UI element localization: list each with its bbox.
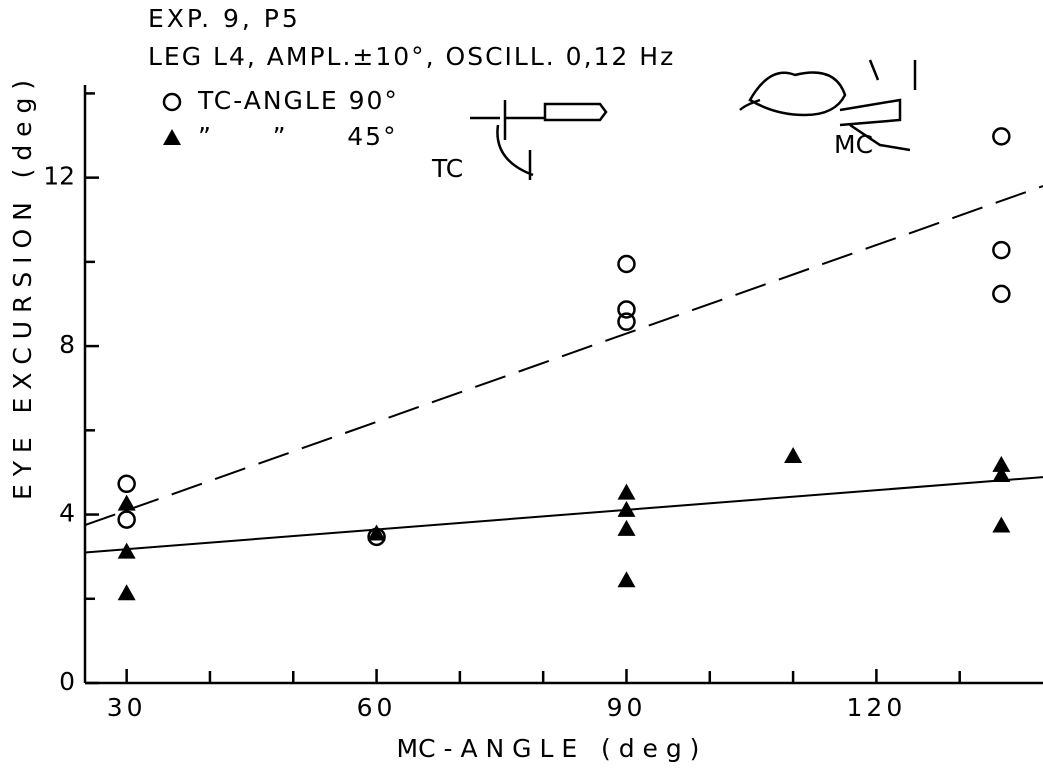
point xyxy=(992,127,1011,146)
y-tick-label: 8 xyxy=(59,330,75,359)
y-tick-label: 0 xyxy=(59,667,75,696)
legend-marker xyxy=(162,92,182,112)
point xyxy=(117,542,136,559)
fit-line xyxy=(84,476,1043,554)
x-tick-label: 120 xyxy=(847,693,907,722)
x-tick-label: 60 xyxy=(357,693,397,722)
point xyxy=(617,500,636,517)
point xyxy=(367,524,386,541)
point xyxy=(992,284,1011,304)
fit-line xyxy=(84,185,1043,527)
legend-label: ” ” 45° xyxy=(198,122,398,151)
annotation: MC xyxy=(834,130,873,159)
y-tick-label: 4 xyxy=(59,499,75,528)
point xyxy=(117,510,136,529)
x-tick-label: 90 xyxy=(607,693,647,722)
point xyxy=(617,483,636,500)
annotation: TC xyxy=(431,154,463,183)
chart-title: EXP. 9, P5 xyxy=(148,4,301,33)
point xyxy=(784,447,803,464)
x-axis-label: MC - A N G L E ( d e g ) xyxy=(397,734,700,763)
point xyxy=(617,254,636,274)
legend-marker xyxy=(163,129,181,145)
legend-label: TC-ANGLE 90° xyxy=(197,86,399,115)
point xyxy=(992,516,1011,533)
point xyxy=(117,494,136,511)
point xyxy=(992,240,1011,260)
point xyxy=(992,455,1011,472)
mc-insect-drawing xyxy=(739,59,917,152)
tc-leg-drawing xyxy=(470,100,608,180)
point xyxy=(617,519,636,536)
point xyxy=(617,312,636,331)
y-tick-label: 12 xyxy=(43,162,75,191)
point xyxy=(617,571,636,588)
point xyxy=(992,465,1011,482)
point xyxy=(617,300,636,319)
x-tick-label: 30 xyxy=(107,693,147,722)
point xyxy=(117,474,136,494)
chart-subtitle: LEG L4, AMPL.±10°, OSCILL. 0,12 Hz xyxy=(148,42,675,71)
y-axis-label: E Y E E X C U R S I O N ( d e g ) xyxy=(8,80,37,500)
point xyxy=(117,584,136,601)
